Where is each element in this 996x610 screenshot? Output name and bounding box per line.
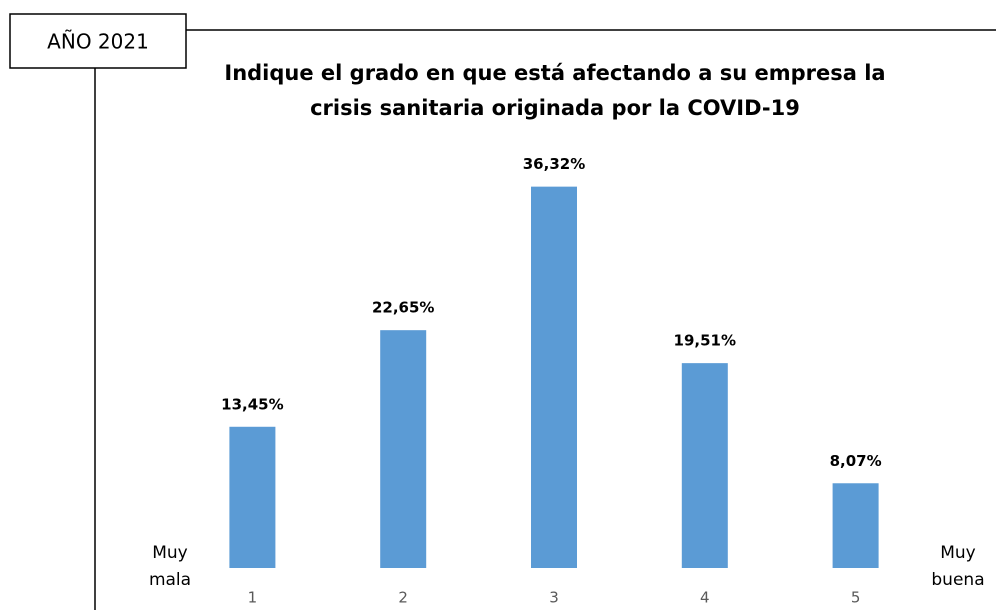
bar [380,330,427,568]
annotation: Muy [940,543,976,563]
tag: AÑO 2021 [47,30,149,54]
value-label: 22,65% [372,299,434,317]
bar [531,186,577,568]
bar [229,426,276,568]
annotation: Muy [152,543,188,563]
x-tick-label: 2 [398,589,408,607]
x-tick-label: 4 [700,589,710,607]
bar [832,483,879,568]
annotation: mala [149,570,191,590]
tag-box [9,13,187,69]
chart-title: crisis sanitaria originada por la COVID-… [310,96,800,120]
value-label: 13,45% [221,395,283,413]
chart-title: Indique el grado en que está afectando a… [224,61,885,85]
value-label: 36,32% [523,155,585,173]
value-label: 8,07% [830,452,882,470]
x-tick-label: 1 [248,589,258,607]
annotation: buena [931,570,984,590]
x-tick-label: 3 [549,589,559,607]
bar [681,363,728,568]
value-label: 19,51% [674,332,736,350]
x-tick-label: 5 [851,589,861,607]
